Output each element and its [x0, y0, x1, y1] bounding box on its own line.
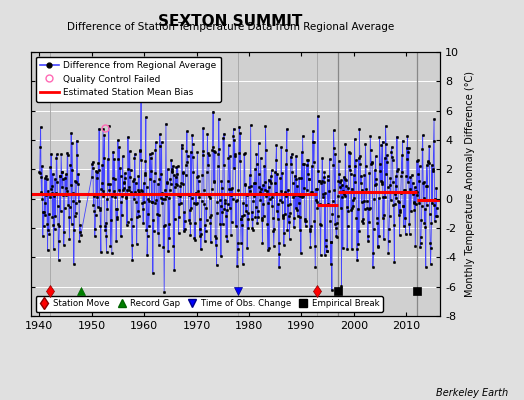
Text: SEXTON SUMMIT: SEXTON SUMMIT — [158, 14, 303, 29]
Y-axis label: Monthly Temperature Anomaly Difference (°C): Monthly Temperature Anomaly Difference (… — [465, 71, 475, 297]
Legend: Station Move, Record Gap, Time of Obs. Change, Empirical Break: Station Move, Record Gap, Time of Obs. C… — [36, 296, 383, 312]
Text: Berkeley Earth: Berkeley Earth — [436, 388, 508, 398]
Text: Difference of Station Temperature Data from Regional Average: Difference of Station Temperature Data f… — [67, 22, 394, 32]
